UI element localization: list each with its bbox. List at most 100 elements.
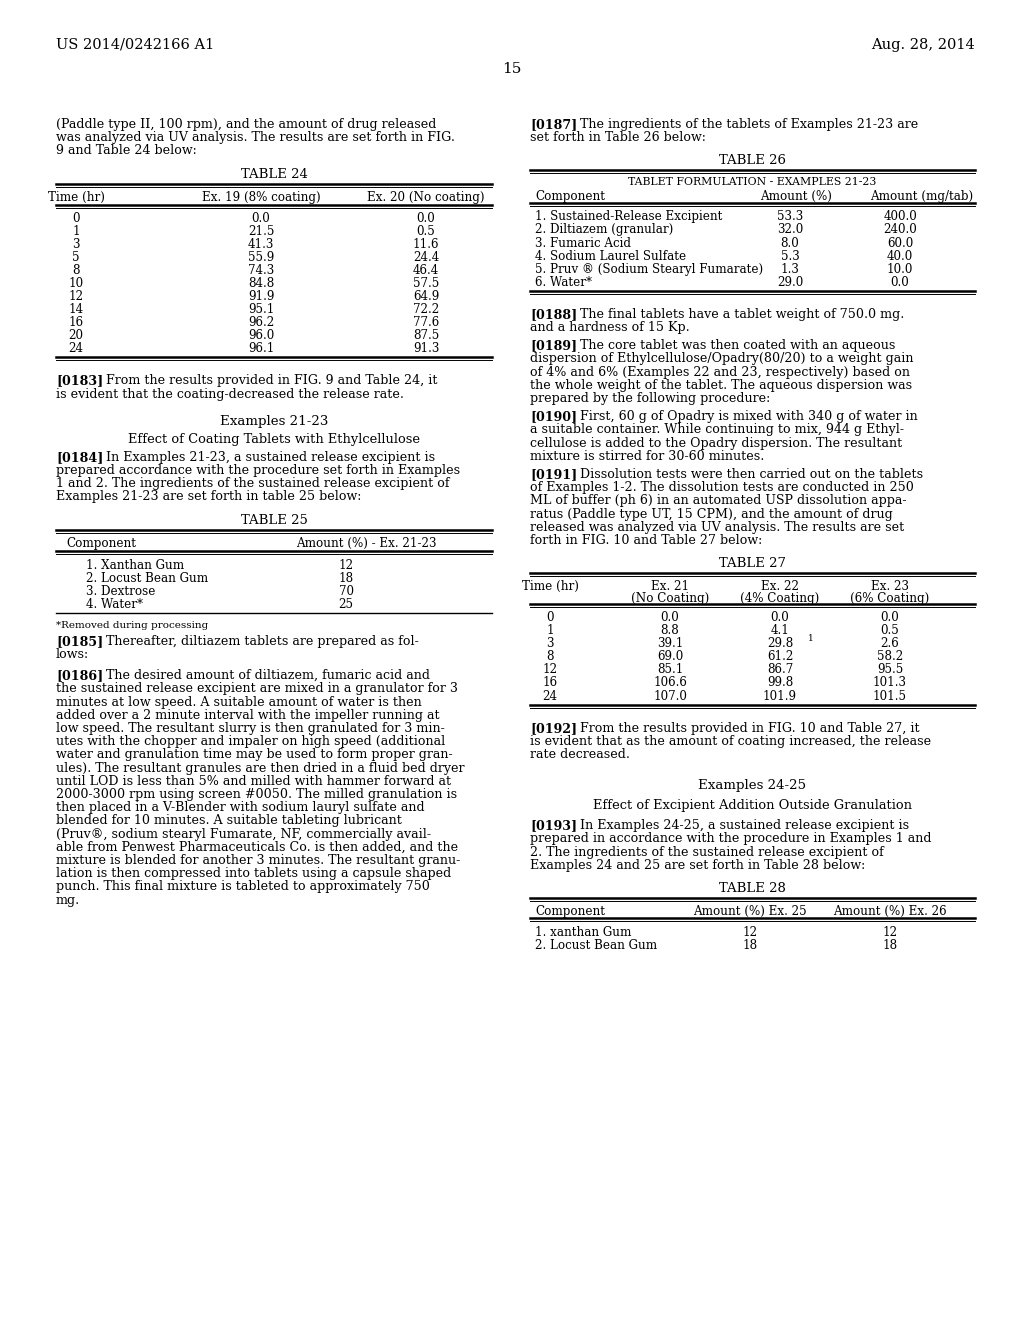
Text: 16: 16 (69, 317, 84, 329)
Text: 3. Dextrose: 3. Dextrose (86, 585, 156, 598)
Text: 72.2: 72.2 (413, 304, 439, 315)
Text: Amount (%) Ex. 26: Amount (%) Ex. 26 (834, 906, 947, 917)
Text: of Examples 1-2. The dissolution tests are conducted in 250: of Examples 1-2. The dissolution tests a… (530, 482, 913, 494)
Text: 2. Locust Bean Gum: 2. Locust Bean Gum (86, 572, 208, 585)
Text: 55.9: 55.9 (248, 251, 274, 264)
Text: Time (hr): Time (hr) (47, 190, 104, 203)
Text: 1. xanthan Gum: 1. xanthan Gum (535, 927, 632, 939)
Text: ratus (Paddle type UT, 15 CPM), and the amount of drug: ratus (Paddle type UT, 15 CPM), and the … (530, 508, 893, 520)
Text: 5.3: 5.3 (780, 249, 800, 263)
Text: lows:: lows: (56, 648, 89, 661)
Text: added over a 2 minute interval with the impeller running at: added over a 2 minute interval with the … (56, 709, 439, 722)
Text: US 2014/0242166 A1: US 2014/0242166 A1 (56, 38, 214, 51)
Text: mixture is blended for another 3 minutes. The resultant granu-: mixture is blended for another 3 minutes… (56, 854, 460, 867)
Text: then placed in a V-Blender with sodium lauryl sulfate and: then placed in a V-Blender with sodium l… (56, 801, 425, 814)
Text: 87.5: 87.5 (413, 329, 439, 342)
Text: 15: 15 (503, 62, 521, 77)
Text: was analyzed via UV analysis. The results are set forth in FIG.: was analyzed via UV analysis. The result… (56, 131, 455, 144)
Text: 24: 24 (543, 689, 557, 702)
Text: a suitable container. While continuing to mix, 944 g Ethyl-: a suitable container. While continuing t… (530, 424, 904, 437)
Text: 57.5: 57.5 (413, 277, 439, 290)
Text: 0.5: 0.5 (881, 624, 899, 638)
Text: 1. Xanthan Gum: 1. Xanthan Gum (86, 558, 184, 572)
Text: 10.0: 10.0 (887, 263, 913, 276)
Text: TABLE 26: TABLE 26 (719, 154, 786, 168)
Text: 2. Diltiazem (granular): 2. Diltiazem (granular) (535, 223, 673, 236)
Text: dispersion of Ethylcellulose/Opadry(80/20) to a weight gain: dispersion of Ethylcellulose/Opadry(80/2… (530, 352, 913, 366)
Text: 3. Fumaric Acid: 3. Fumaric Acid (535, 236, 631, 249)
Text: Examples 24 and 25 are set forth in Table 28 below:: Examples 24 and 25 are set forth in Tabl… (530, 859, 865, 871)
Text: TABLE 25: TABLE 25 (241, 513, 307, 527)
Text: Component: Component (535, 190, 605, 203)
Text: In Examples 24-25, a sustained release excipient is: In Examples 24-25, a sustained release e… (568, 820, 909, 832)
Text: 99.8: 99.8 (767, 676, 794, 689)
Text: low speed. The resultant slurry is then granulated for 3 min-: low speed. The resultant slurry is then … (56, 722, 444, 735)
Text: 24: 24 (69, 342, 84, 355)
Text: 12: 12 (339, 558, 353, 572)
Text: lation is then compressed into tablets using a capsule shaped: lation is then compressed into tablets u… (56, 867, 452, 880)
Text: 0.0: 0.0 (660, 611, 679, 624)
Text: 91.3: 91.3 (413, 342, 439, 355)
Text: TABLE 24: TABLE 24 (241, 168, 307, 181)
Text: Amount (mg/tab): Amount (mg/tab) (870, 190, 973, 203)
Text: 107.0: 107.0 (653, 689, 687, 702)
Text: (6% Coating): (6% Coating) (850, 593, 930, 605)
Text: 101.9: 101.9 (763, 689, 797, 702)
Text: Effect of Excipient Addition Outside Granulation: Effect of Excipient Addition Outside Gra… (593, 799, 912, 812)
Text: cellulose is added to the Opadry dispersion. The resultant: cellulose is added to the Opadry dispers… (530, 437, 902, 450)
Text: utes with the chopper and impaler on high speed (additional: utes with the chopper and impaler on hig… (56, 735, 445, 748)
Text: 16: 16 (543, 676, 557, 689)
Text: (4% Coating): (4% Coating) (740, 593, 819, 605)
Text: 29.0: 29.0 (777, 276, 803, 289)
Text: [0190]: [0190] (530, 411, 578, 424)
Text: [0186]: [0186] (56, 669, 103, 682)
Text: From the results provided in FIG. 9 and Table 24, it: From the results provided in FIG. 9 and … (94, 375, 437, 387)
Text: punch. This final mixture is tableted to approximately 750: punch. This final mixture is tableted to… (56, 880, 430, 894)
Text: Aug. 28, 2014: Aug. 28, 2014 (871, 38, 975, 51)
Text: minutes at low speed. A suitable amount of water is then: minutes at low speed. A suitable amount … (56, 696, 422, 709)
Text: 61.2: 61.2 (767, 651, 794, 664)
Text: until LOD is less than 5% and milled with hammer forward at: until LOD is less than 5% and milled wit… (56, 775, 452, 788)
Text: 96.1: 96.1 (248, 342, 274, 355)
Text: 0.0: 0.0 (771, 611, 790, 624)
Text: 101.3: 101.3 (873, 676, 907, 689)
Text: [0185]: [0185] (56, 635, 103, 648)
Text: 101.5: 101.5 (873, 689, 907, 702)
Text: able from Penwest Pharmaceuticals Co. is then added, and the: able from Penwest Pharmaceuticals Co. is… (56, 841, 458, 854)
Text: ML of buffer (ph 6) in an automated USP dissolution appa-: ML of buffer (ph 6) in an automated USP … (530, 495, 906, 507)
Text: mixture is stirred for 30-60 minutes.: mixture is stirred for 30-60 minutes. (530, 450, 764, 463)
Text: is evident that as the amount of coating increased, the release: is evident that as the amount of coating… (530, 735, 931, 748)
Text: 2.6: 2.6 (881, 638, 899, 651)
Text: 1: 1 (72, 224, 80, 238)
Text: In Examples 21-23, a sustained release excipient is: In Examples 21-23, a sustained release e… (94, 450, 435, 463)
Text: the sustained release excipient are mixed in a granulator for 3: the sustained release excipient are mixe… (56, 682, 458, 696)
Text: Examples 21-23 are set forth in table 25 below:: Examples 21-23 are set forth in table 25… (56, 490, 361, 503)
Text: 1.3: 1.3 (780, 263, 800, 276)
Text: TABLE 28: TABLE 28 (719, 882, 786, 895)
Text: forth in FIG. 10 and Table 27 below:: forth in FIG. 10 and Table 27 below: (530, 535, 762, 546)
Text: 1 and 2. The ingredients of the sustained release excipient of: 1 and 2. The ingredients of the sustaine… (56, 477, 450, 490)
Text: 106.6: 106.6 (653, 676, 687, 689)
Text: TABLET FORMULATION - EXAMPLES 21-23: TABLET FORMULATION - EXAMPLES 21-23 (629, 177, 877, 187)
Text: 40.0: 40.0 (887, 249, 913, 263)
Text: 41.3: 41.3 (248, 238, 274, 251)
Text: 1. Sustained-Release Excipient: 1. Sustained-Release Excipient (535, 210, 722, 223)
Text: 77.6: 77.6 (413, 317, 439, 329)
Text: Ex. 20 (No coating): Ex. 20 (No coating) (368, 190, 484, 203)
Text: is evident that the coating-decreased the release rate.: is evident that the coating-decreased th… (56, 388, 403, 400)
Text: blended for 10 minutes. A suitable tableting lubricant: blended for 10 minutes. A suitable table… (56, 814, 401, 828)
Text: (No Coating): (No Coating) (631, 593, 710, 605)
Text: 400.0: 400.0 (883, 210, 916, 223)
Text: 46.4: 46.4 (413, 264, 439, 277)
Text: [0184]: [0184] (56, 450, 103, 463)
Text: 85.1: 85.1 (656, 664, 683, 676)
Text: [0188]: [0188] (530, 308, 578, 321)
Text: 39.1: 39.1 (656, 638, 683, 651)
Text: Component: Component (66, 536, 136, 549)
Text: and a hardness of 15 Kp.: and a hardness of 15 Kp. (530, 321, 689, 334)
Text: Examples 21-23: Examples 21-23 (220, 414, 328, 428)
Text: (Pruv®, sodium stearyl Fumarate, NF, commercially avail-: (Pruv®, sodium stearyl Fumarate, NF, com… (56, 828, 431, 841)
Text: 10: 10 (69, 277, 84, 290)
Text: First, 60 g of Opadry is mixed with 340 g of water in: First, 60 g of Opadry is mixed with 340 … (568, 411, 918, 424)
Text: 0.0: 0.0 (881, 611, 899, 624)
